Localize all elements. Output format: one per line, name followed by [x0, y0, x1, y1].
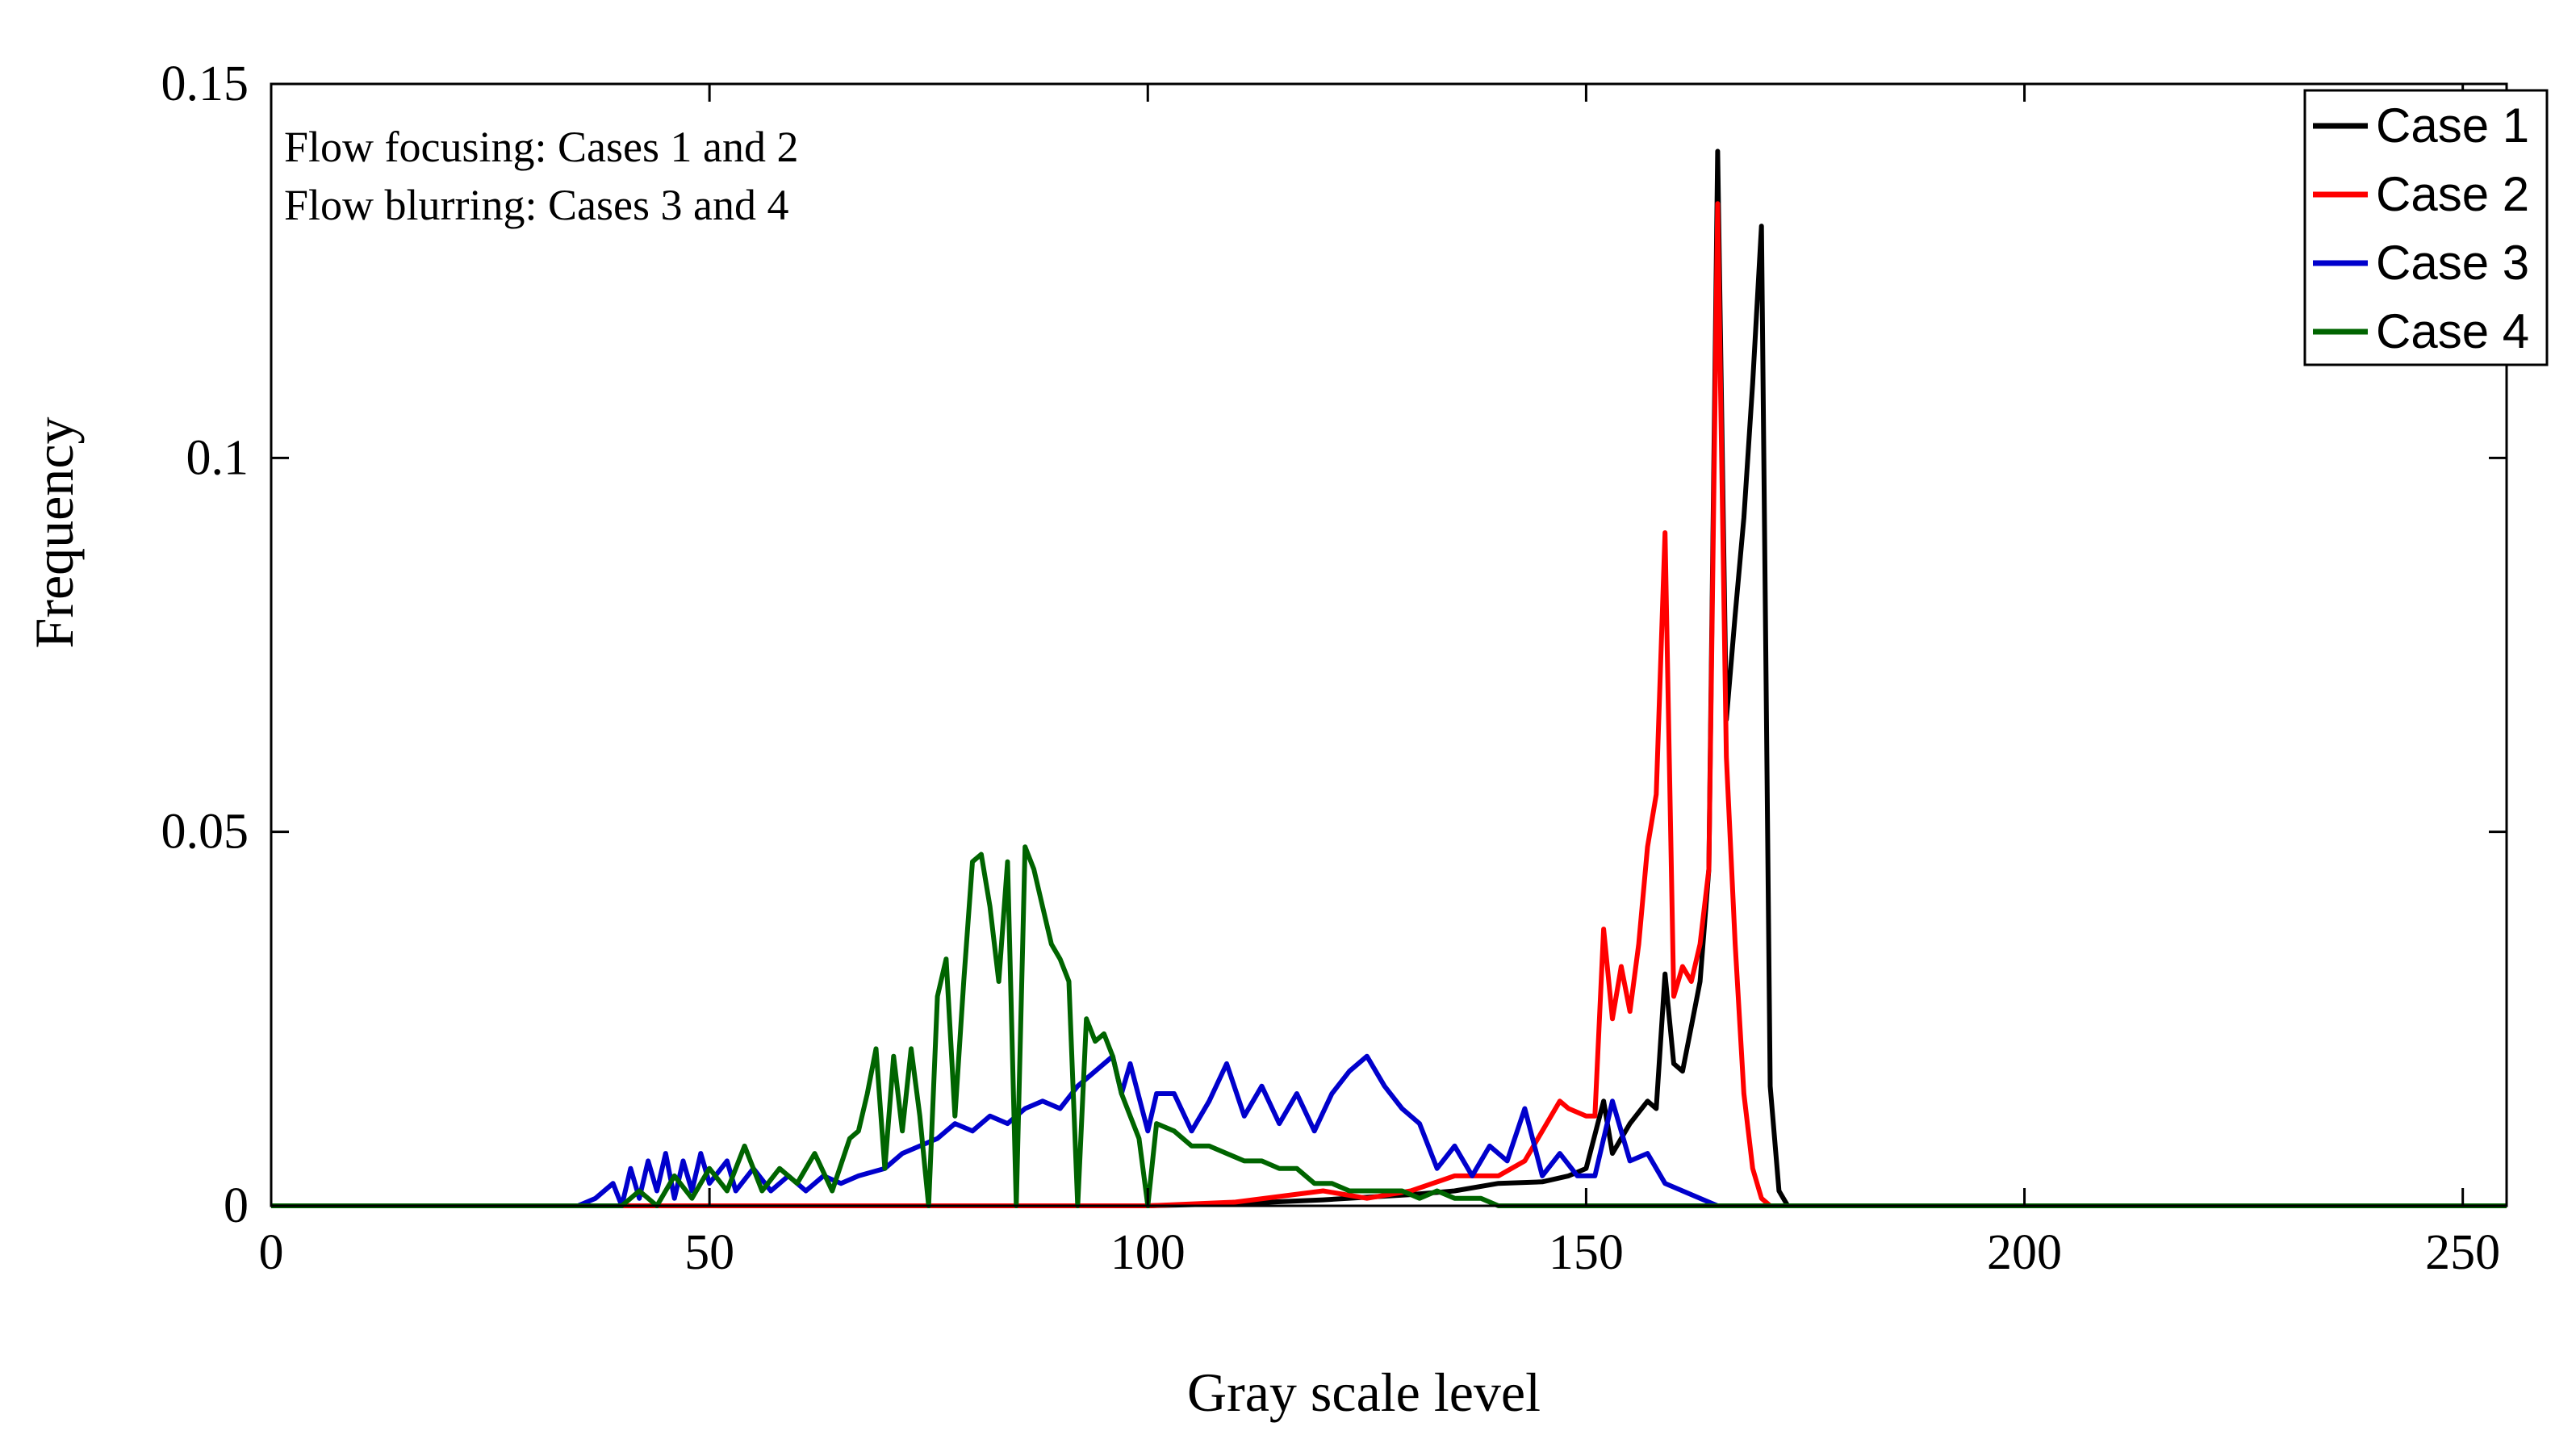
x-tick-label: 200: [1987, 1225, 2062, 1280]
series-line-case-1: [271, 149, 2507, 1208]
annotation-flow-blurring: Flow blurring: Cases 3 and 4: [284, 181, 788, 229]
x-axis-title: Gray scale level: [1187, 1362, 1541, 1423]
x-axis-ticks: 0 50 100 150 200 250: [259, 84, 2500, 1280]
x-tick-label: 100: [1110, 1225, 1186, 1280]
annotation-flow-focusing: Flow focusing: Cases 1 and 2: [284, 123, 798, 171]
x-tick-label: 0: [259, 1225, 284, 1280]
x-tick-label: 50: [684, 1225, 734, 1280]
series-line-case-2: [271, 201, 2507, 1208]
y-tick-label: 0.1: [186, 430, 249, 485]
legend-box: [2303, 89, 2549, 366]
x-tick-label: 150: [1549, 1225, 1624, 1280]
plot-frame: [270, 82, 2508, 1207]
y-axis-title: Frequency: [23, 416, 85, 648]
series-layer: [271, 149, 2507, 1208]
legend-label-case-2: Case 2: [2376, 167, 2529, 221]
legend-label-case-3: Case 3: [2376, 236, 2529, 290]
x-tick-label: 250: [2425, 1225, 2500, 1280]
y-tick-label: 0: [224, 1178, 249, 1233]
legend-label-case-1: Case 1: [2376, 98, 2529, 153]
legend-label-case-4: Case 4: [2376, 304, 2529, 358]
y-tick-label: 0.05: [161, 805, 249, 860]
y-tick-label: 0.15: [161, 56, 249, 111]
legend: Case 1 Case 2 Case 3 Case 4: [2303, 89, 2549, 366]
series-line-case-4: [271, 844, 2507, 1208]
